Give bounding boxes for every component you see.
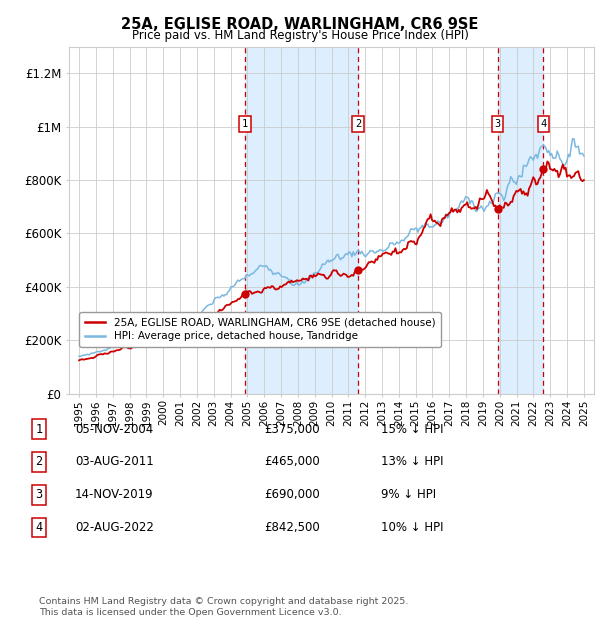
Text: 4: 4 <box>35 521 43 534</box>
Text: £375,000: £375,000 <box>264 423 320 435</box>
Text: 05-NOV-2004: 05-NOV-2004 <box>75 423 153 435</box>
Text: 10% ↓ HPI: 10% ↓ HPI <box>381 521 443 534</box>
Text: £465,000: £465,000 <box>264 456 320 468</box>
Text: 2: 2 <box>355 119 361 129</box>
Text: Price paid vs. HM Land Registry's House Price Index (HPI): Price paid vs. HM Land Registry's House … <box>131 29 469 42</box>
Text: 3: 3 <box>494 119 501 129</box>
Text: £690,000: £690,000 <box>264 489 320 501</box>
Text: 13% ↓ HPI: 13% ↓ HPI <box>381 456 443 468</box>
Text: 25A, EGLISE ROAD, WARLINGHAM, CR6 9SE: 25A, EGLISE ROAD, WARLINGHAM, CR6 9SE <box>121 17 479 32</box>
Text: 3: 3 <box>35 489 43 501</box>
Text: 14-NOV-2019: 14-NOV-2019 <box>75 489 154 501</box>
Text: 03-AUG-2011: 03-AUG-2011 <box>75 456 154 468</box>
Bar <box>497 46 543 394</box>
Text: 15% ↓ HPI: 15% ↓ HPI <box>381 423 443 435</box>
Bar <box>245 46 358 394</box>
Text: 2: 2 <box>35 456 43 468</box>
Text: 9% ↓ HPI: 9% ↓ HPI <box>381 489 436 501</box>
Legend: 25A, EGLISE ROAD, WARLINGHAM, CR6 9SE (detached house), HPI: Average price, deta: 25A, EGLISE ROAD, WARLINGHAM, CR6 9SE (d… <box>79 312 440 347</box>
Text: 4: 4 <box>540 119 547 129</box>
Text: 1: 1 <box>242 119 248 129</box>
Text: 1: 1 <box>35 423 43 435</box>
Text: Contains HM Land Registry data © Crown copyright and database right 2025.
This d: Contains HM Land Registry data © Crown c… <box>39 598 409 617</box>
Text: 02-AUG-2022: 02-AUG-2022 <box>75 521 154 534</box>
Text: £842,500: £842,500 <box>264 521 320 534</box>
